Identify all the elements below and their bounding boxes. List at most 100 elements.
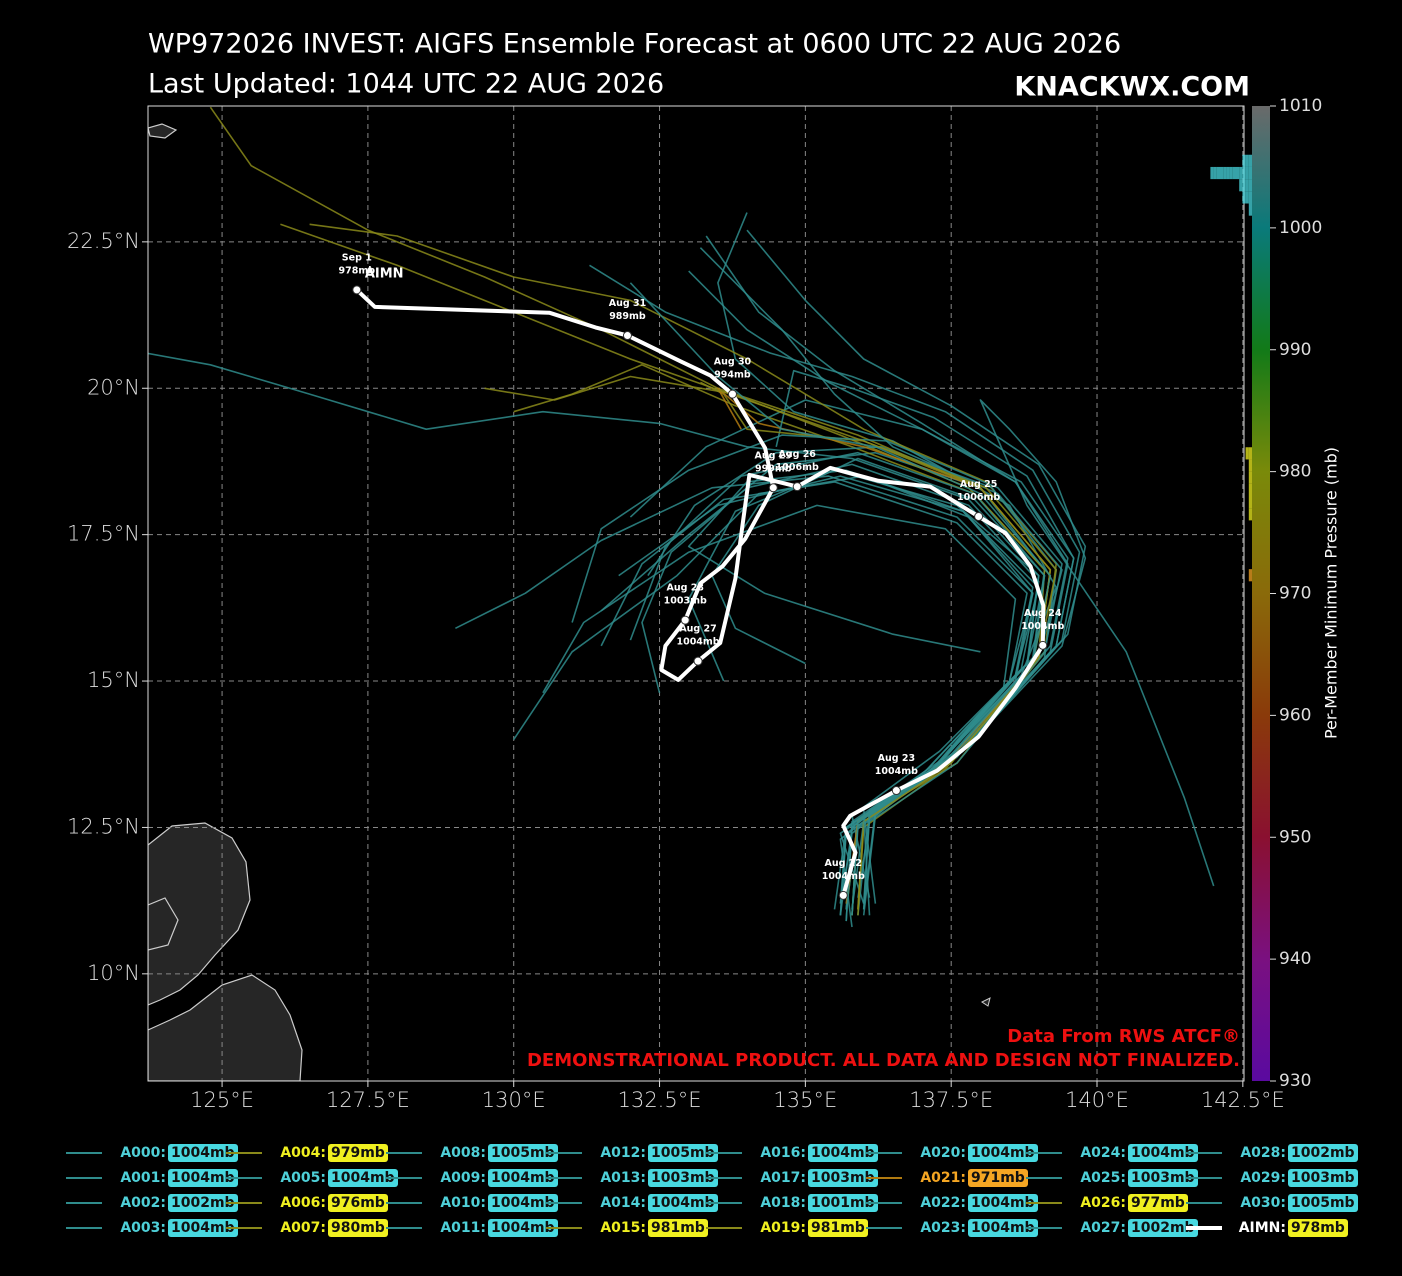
legend-swatch	[386, 1227, 422, 1229]
legend-pressure: 1004mb	[968, 1194, 1038, 1212]
legend-name: A002	[108, 1195, 166, 1211]
pressure-histogram-bar	[1220, 166, 1224, 180]
colorbar-label: Per-Member Minimum Pressure (mb)	[1322, 447, 1341, 739]
legend-pressure: 1003mb	[808, 1169, 878, 1187]
legend-entry: A0241004mb	[1026, 1142, 1198, 1164]
pressure-histogram-bar	[1248, 508, 1252, 521]
pressure-histogram-bar	[1248, 191, 1252, 204]
point-pressure: 978mb	[339, 265, 376, 276]
pressure-histogram-bar	[1242, 191, 1246, 204]
pressure-histogram-bar	[1229, 166, 1233, 180]
legend-swatch	[1186, 1152, 1222, 1154]
legend-name: A013	[588, 1170, 646, 1186]
pressure-histogram-bar	[1236, 166, 1240, 180]
pressure-histogram-bar	[1248, 203, 1252, 216]
pressure-histogram-bar	[1245, 447, 1249, 460]
x-tick-label: 142.5°E	[1201, 1088, 1285, 1112]
point-date: Aug 26	[778, 449, 816, 460]
island	[148, 822, 251, 1006]
colorbar-scale	[1252, 106, 1270, 1081]
point-date: Aug 22	[825, 858, 862, 869]
legend-pressure: 979mb	[328, 1144, 388, 1162]
colorbar-tick-label: 990	[1279, 340, 1311, 360]
x-tick-label: 135°E	[773, 1088, 837, 1112]
legend-name: A010	[428, 1195, 486, 1211]
legend-swatch	[546, 1227, 582, 1229]
pressure-histogram-bar	[1213, 166, 1217, 180]
legend-entry: A006976mb	[226, 1192, 388, 1214]
colorbar-tick-label: 980	[1279, 462, 1311, 482]
legend-name: A026	[1068, 1195, 1126, 1211]
legend-swatch	[546, 1202, 582, 1204]
legend-name: A029	[1228, 1170, 1286, 1186]
colorbar-tick-label: 1010	[1279, 96, 1322, 116]
legend-swatch	[866, 1227, 902, 1229]
legend-swatch	[226, 1177, 262, 1179]
point-date: Aug 27	[679, 624, 716, 635]
pressure-histogram-bar	[1226, 166, 1230, 180]
y-tick-label: 22.5°N	[67, 229, 140, 253]
legend-name: A003	[108, 1220, 166, 1236]
legend-pressure: 1004mb	[488, 1219, 558, 1237]
legend-name: A022	[908, 1195, 966, 1211]
island	[981, 997, 991, 1007]
chart-subtitle: Last Updated: 1044 UTC 22 AUG 2026	[148, 69, 664, 100]
legend-entry: A0271002mb	[1026, 1217, 1198, 1239]
legend-pressure: 1004mb	[168, 1144, 238, 1162]
track-point	[838, 890, 848, 900]
chart-title: WP972026 INVEST: AIGFS Ensemble Forecast…	[148, 29, 1121, 60]
legend-entry: A015981mb	[546, 1217, 708, 1239]
legend: A0001004mbA0011004mbA0021002mbA0031004mb…	[0, 1142, 1402, 1252]
legend-swatch	[1026, 1202, 1062, 1204]
map-frame	[147, 105, 1245, 1082]
pressure-histogram-bar	[1248, 179, 1252, 192]
legend-entry: A0141004mb	[546, 1192, 718, 1214]
legend-swatch	[66, 1227, 102, 1229]
legend-swatch	[1186, 1177, 1222, 1179]
legend-pressure: 1005mb	[648, 1144, 718, 1162]
point-pressure: 999mb	[755, 463, 792, 474]
legend-entry: A0021002mb	[66, 1192, 238, 1214]
legend-pressure: 1003mb	[1128, 1169, 1198, 1187]
colorbar-tick-label: 930	[1279, 1071, 1311, 1091]
point-date: Aug 28	[666, 583, 704, 594]
y-tick-label: 10°N	[87, 961, 140, 985]
legend-name: A020	[908, 1145, 966, 1161]
point-pressure: 994mb	[714, 370, 751, 381]
legend-pressure: 1002mb	[1288, 1144, 1358, 1162]
point-pressure: 1006mb	[957, 492, 1000, 503]
legend-entry: A0281002mb	[1186, 1142, 1358, 1164]
legend-entry: A0221004mb	[866, 1192, 1038, 1214]
legend-name: A006	[268, 1195, 326, 1211]
track-point	[1038, 640, 1048, 650]
legend-swatch	[1186, 1202, 1222, 1204]
point-date: Aug 30	[714, 357, 752, 368]
legend-entry: A0081005mb	[386, 1142, 558, 1164]
legend-pressure: 1005mb	[1288, 1194, 1358, 1212]
point-date: Aug 25	[960, 479, 997, 490]
legend-pressure: 1004mb	[328, 1169, 398, 1187]
member-track	[687, 469, 1034, 916]
legend-entry: A0301005mb	[1186, 1192, 1358, 1214]
legend-pressure: 981mb	[648, 1219, 708, 1237]
legend-entry: A0091004mb	[386, 1167, 558, 1189]
island	[148, 974, 303, 1081]
member-track	[705, 235, 1069, 910]
legend-swatch	[1186, 1226, 1222, 1230]
colorbar: Per-Member Minimum Pressure (mb) 930 940 9…	[1210, 96, 1341, 1091]
legend-name: A028	[1228, 1145, 1286, 1161]
legend-entry: A026977mb	[1026, 1192, 1188, 1214]
legend-entry: A021971mb	[866, 1167, 1028, 1189]
mean-track	[354, 287, 1046, 898]
member-track	[629, 282, 1052, 916]
pressure-histogram-bar	[1232, 166, 1236, 180]
legend-entry: A0171003mb	[706, 1167, 878, 1189]
x-tick-label: 132.5°E	[618, 1088, 702, 1112]
legend-entry: AIMN978mb	[1186, 1217, 1348, 1239]
pressure-histogram-bar	[1248, 459, 1252, 472]
legend-name: A030	[1228, 1195, 1286, 1211]
point-date: Aug 31	[609, 298, 646, 309]
legend-swatch	[706, 1227, 742, 1229]
legend-name: A015	[588, 1220, 646, 1236]
legend-swatch	[1026, 1152, 1062, 1154]
